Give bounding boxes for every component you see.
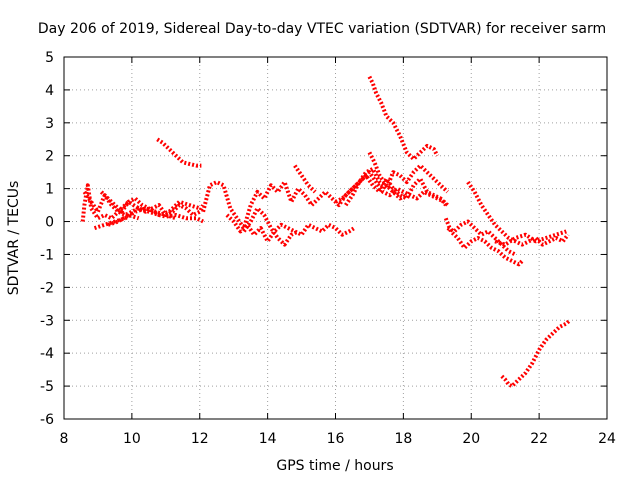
axis-ticks xyxy=(63,56,608,420)
x-tick-label: 20 xyxy=(462,431,480,447)
series-arc-16 xyxy=(446,219,517,257)
series-arc-6 xyxy=(156,137,202,168)
series-arc-1 xyxy=(80,183,204,224)
grid xyxy=(64,57,607,419)
chart-title: Day 206 of 2019, Sidereal Day-to-day VTE… xyxy=(38,21,606,37)
x-tick-label: 22 xyxy=(530,431,548,447)
data-traces xyxy=(80,75,572,389)
y-tick-label: 3 xyxy=(45,116,54,132)
y-tick-label: -1 xyxy=(40,247,54,263)
x-tick-label: 8 xyxy=(60,431,69,447)
series-arc-5 xyxy=(107,213,140,227)
series-arc-8 xyxy=(225,213,356,244)
series-arc-13 xyxy=(344,163,449,207)
x-tick-label: 12 xyxy=(191,431,209,447)
y-tick-label: -4 xyxy=(40,346,54,362)
y-tick-label: -5 xyxy=(40,379,54,395)
series-arc-18 xyxy=(494,229,567,247)
series-arc-10 xyxy=(293,164,317,194)
series-arc-4 xyxy=(99,190,201,217)
y-tick-label: -2 xyxy=(40,280,54,296)
y-tick-label: -6 xyxy=(40,412,54,428)
y-tick-label: 2 xyxy=(45,149,54,165)
series-arc-11 xyxy=(334,170,449,207)
y-tick-label: 5 xyxy=(45,50,54,66)
series-arc-9 xyxy=(242,206,300,247)
series-arc-15 xyxy=(443,217,524,267)
y-tick-label: 4 xyxy=(45,83,54,99)
series-arc-7 xyxy=(201,173,448,231)
x-axis-label: GPS time / hours xyxy=(276,458,393,474)
y-tick-label: -3 xyxy=(40,313,54,329)
y-tick-label: 0 xyxy=(45,215,54,231)
x-tick-label: 24 xyxy=(598,431,616,447)
y-tick-label: 1 xyxy=(45,182,54,198)
x-tick-label: 14 xyxy=(259,431,277,447)
series-arc-14 xyxy=(367,151,408,201)
series-arc-19 xyxy=(500,318,572,389)
y-axis-label: SDTVAR / TECUs xyxy=(6,181,22,296)
x-tick-label: 10 xyxy=(123,431,141,447)
series-arc-12 xyxy=(367,75,440,161)
series-arc-17 xyxy=(466,180,570,247)
x-tick-label: 16 xyxy=(327,431,345,447)
x-tick-label: 18 xyxy=(394,431,412,447)
